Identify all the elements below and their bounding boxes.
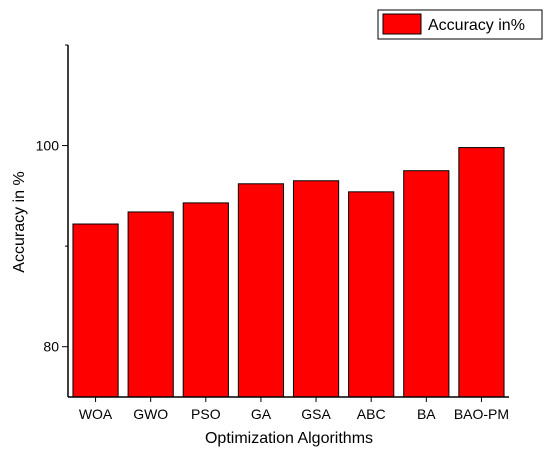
x-tick-label: BA	[417, 406, 436, 422]
x-tick-label: GWO	[133, 406, 168, 422]
bar-ga	[237, 183, 285, 398]
bar-woa	[72, 223, 119, 398]
axes-group	[67, 45, 509, 398]
x-tick-label: GA	[251, 406, 272, 422]
x-ticks-group: WOA GWO PSO GA GSA ABC BA BAO-PM	[79, 397, 509, 422]
x-tick-label: BAO-PM	[454, 406, 509, 422]
y-tick-label: 80	[43, 339, 59, 355]
x-tick-label: PSO	[191, 406, 221, 422]
bars-group	[72, 147, 505, 398]
bar-gwo	[127, 211, 174, 398]
y-ticks-group: 80 100	[36, 44, 68, 355]
x-tick-label: GSA	[301, 406, 331, 422]
bar-pso	[182, 202, 229, 398]
bar-gsa	[292, 180, 340, 398]
x-tick-label: WOA	[79, 406, 113, 422]
bar-bao-pm	[458, 147, 505, 398]
bar-ba	[403, 170, 450, 398]
legend-swatch	[382, 13, 422, 35]
legend-label: Accuracy in%	[428, 17, 525, 34]
y-tick-label: 100	[36, 138, 60, 154]
legend: Accuracy in%	[377, 9, 543, 40]
x-axis-title: Optimization Algorithms	[205, 430, 373, 447]
bar-abc	[348, 191, 395, 398]
y-axis-title: Accuracy in %	[11, 171, 28, 272]
x-tick-label: ABC	[357, 406, 386, 422]
